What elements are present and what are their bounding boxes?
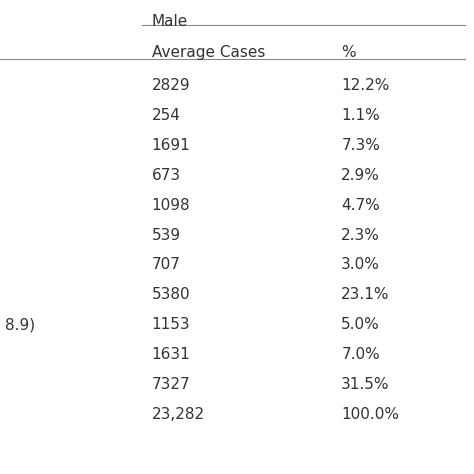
- Text: 2.9%: 2.9%: [341, 168, 380, 183]
- Text: 7.0%: 7.0%: [341, 347, 380, 362]
- Text: 3.0%: 3.0%: [341, 257, 380, 273]
- Text: 8.9): 8.9): [5, 317, 35, 332]
- Text: 2829: 2829: [152, 78, 190, 93]
- Text: %: %: [341, 45, 356, 60]
- Text: 673: 673: [152, 168, 181, 183]
- Text: 1153: 1153: [152, 317, 190, 332]
- Text: Average Cases: Average Cases: [152, 45, 265, 60]
- Text: 1691: 1691: [152, 138, 191, 153]
- Text: 254: 254: [152, 108, 181, 123]
- Text: 539: 539: [152, 228, 181, 243]
- Text: Male: Male: [152, 14, 188, 29]
- Text: 2.3%: 2.3%: [341, 228, 380, 243]
- Text: 4.7%: 4.7%: [341, 198, 380, 213]
- Text: 707: 707: [152, 257, 181, 273]
- Text: 100.0%: 100.0%: [341, 407, 399, 422]
- Text: 7327: 7327: [152, 377, 190, 392]
- Text: 1098: 1098: [152, 198, 190, 213]
- Text: 23.1%: 23.1%: [341, 287, 390, 302]
- Text: 5.0%: 5.0%: [341, 317, 380, 332]
- Text: 5380: 5380: [152, 287, 190, 302]
- Text: 31.5%: 31.5%: [341, 377, 390, 392]
- Text: 7.3%: 7.3%: [341, 138, 380, 153]
- Text: 1.1%: 1.1%: [341, 108, 380, 123]
- Text: 23,282: 23,282: [152, 407, 205, 422]
- Text: 1631: 1631: [152, 347, 191, 362]
- Text: 12.2%: 12.2%: [341, 78, 390, 93]
